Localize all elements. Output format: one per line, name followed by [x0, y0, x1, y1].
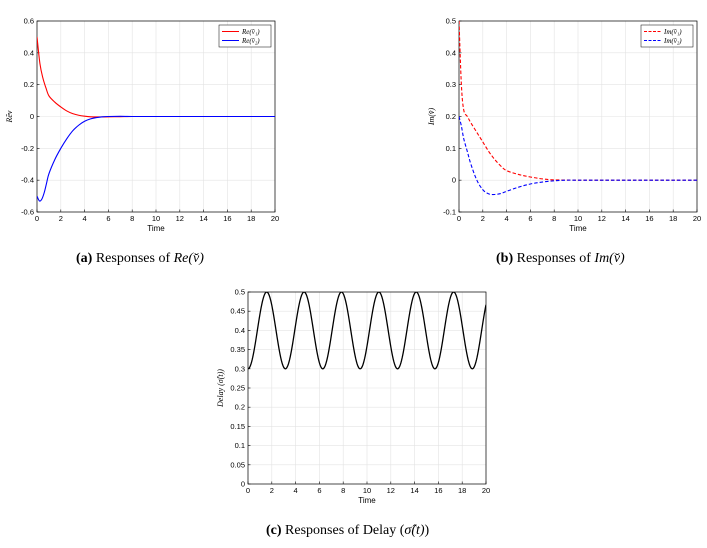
- x-tick-label: 8: [341, 486, 345, 495]
- x-tick-label: 0: [457, 214, 461, 223]
- x-tick-label: 16: [645, 214, 653, 223]
- y-tick-label: 0.3: [446, 80, 456, 89]
- chart-3: 0 2 4 6 8 10 12 14 16 18 20 0.5 0.45 0.4 0.35 0.3 0.25 0.…: [216, 288, 490, 506]
- y-tick-label: 0.35: [230, 345, 245, 354]
- legend-entry: Im(v̆₁): [663, 28, 682, 36]
- x-tick-label: 16: [434, 486, 442, 495]
- x-tick-label: 10: [363, 486, 371, 495]
- x-tick-label: 8: [552, 214, 556, 223]
- y-axis-label: Im(v̆): [427, 108, 436, 127]
- y-tick-label: 0.45: [230, 307, 245, 316]
- caption-a: (a) Responses of Re(v̆): [76, 251, 204, 267]
- caption-a-math: Re(v̆): [173, 251, 204, 266]
- x-tick-label: 2: [270, 486, 274, 495]
- caption-b-text: Responses of: [513, 251, 595, 266]
- series-line-2: [37, 115, 275, 202]
- legend: Re(v̆₁)Re(v̆₂): [218, 24, 272, 48]
- x-tick-label: 18: [458, 486, 466, 495]
- y-tick-label: 0.2: [446, 112, 456, 121]
- x-tick-label: 16: [223, 214, 231, 223]
- x-axis-label: Time: [569, 224, 587, 233]
- x-tick-label: 6: [106, 214, 110, 223]
- y-tick-label: 0: [30, 112, 34, 121]
- caption-a-tag: (a): [76, 251, 93, 266]
- y-tick-label: -0.6: [21, 208, 34, 217]
- caption-b-math: Im(v̆): [594, 251, 625, 266]
- y-tick-label: 0.6: [24, 17, 34, 26]
- x-tick-label: 14: [621, 214, 629, 223]
- caption-c-tag: (c): [266, 523, 282, 538]
- x-tick-label: 14: [199, 214, 207, 223]
- y-tick-label: -0.2: [21, 144, 34, 153]
- y-tick-label: 0.5: [235, 288, 245, 297]
- y-tick-label: 0.5: [446, 17, 456, 26]
- series-line-1: [248, 292, 486, 370]
- y-tick-label: 0: [241, 480, 245, 489]
- x-tick-label: 18: [669, 214, 677, 223]
- y-tick-label: 0.4: [235, 326, 245, 335]
- y-tick-label: 0.15: [230, 422, 245, 431]
- legend-entry: Im(v̆₂): [663, 37, 682, 45]
- x-tick-label: 12: [387, 486, 395, 495]
- x-tick-label: 20: [482, 486, 490, 495]
- y-tick-label: -0.1: [443, 208, 456, 217]
- y-tick-label: 0.4: [446, 48, 456, 57]
- x-tick-label: 4: [83, 214, 87, 223]
- y-axis-label: Delay (σ̂(t)): [216, 369, 225, 408]
- y-tick-label: 0.25: [230, 384, 245, 393]
- caption-c-after: ): [424, 523, 430, 538]
- x-tick-label: 20: [693, 214, 701, 223]
- y-tick-label: 0.2: [24, 80, 34, 89]
- y-tick-label: 0.2: [235, 403, 245, 412]
- x-tick-label: 6: [317, 486, 321, 495]
- caption-a-text: Responses of: [92, 251, 174, 266]
- x-tick-label: 4: [505, 214, 509, 223]
- x-tick-label: 8: [130, 214, 134, 223]
- caption-c-text: Responses of Delay (: [281, 523, 405, 538]
- x-tick-label: 0: [35, 214, 39, 223]
- chart-2: 0 2 4 6 8 10 12 14 16 18 200.50.40.30.20.10-0.1Tim…: [427, 17, 701, 234]
- x-tick-label: 12: [176, 214, 184, 223]
- x-axis-label: Time: [147, 224, 165, 233]
- caption-c: (c) Responses of Delay (σ̂(t)): [266, 523, 429, 539]
- legend: Im(v̆₁)Im(v̆₂): [640, 24, 694, 48]
- x-tick-label: 20: [271, 214, 279, 223]
- y-tick-label: -0.4: [21, 176, 34, 185]
- caption-c-math: σ̂(t): [404, 523, 425, 538]
- chart-1: 0 2 4 6 8 10 12 14 16 18 20 0.6 0.4 0.2 0 -0.2 -0.4 -0.6 T…: [5, 17, 279, 234]
- x-tick-label: 10: [574, 214, 582, 223]
- x-tick-label: 10: [152, 214, 160, 223]
- x-tick-label: 2: [59, 214, 63, 223]
- y-tick-label: 0.3: [235, 364, 245, 373]
- x-tick-label: 18: [247, 214, 255, 223]
- legend-box: [218, 24, 272, 48]
- y-tick-label: 0.05: [230, 460, 245, 469]
- x-tick-label: 4: [294, 486, 298, 495]
- plot-frame: [247, 291, 487, 485]
- x-tick-label: 14: [410, 486, 418, 495]
- x-tick-label: 2: [481, 214, 485, 223]
- caption-b-tag: (b): [496, 251, 514, 266]
- x-tick-label: 6: [528, 214, 532, 223]
- series-line-2: [459, 116, 697, 196]
- y-tick-label: 0: [452, 176, 456, 185]
- x-axis-label: Time: [358, 496, 376, 505]
- y-axis-label: Rĕv: [5, 110, 14, 123]
- caption-b: (b) Responses of Im(v̆): [496, 251, 625, 267]
- legend-entry: Re(v̆₁): [241, 28, 260, 36]
- y-tick-label: 0.4: [24, 48, 34, 57]
- y-tick-label: 0.1: [446, 144, 456, 153]
- x-tick-label: 12: [598, 214, 606, 223]
- legend-box: [640, 24, 694, 48]
- y-tick-label: 0.1: [235, 441, 245, 450]
- legend-entry: Re(v̆₂): [241, 37, 260, 45]
- x-tick-label: 0: [246, 486, 250, 495]
